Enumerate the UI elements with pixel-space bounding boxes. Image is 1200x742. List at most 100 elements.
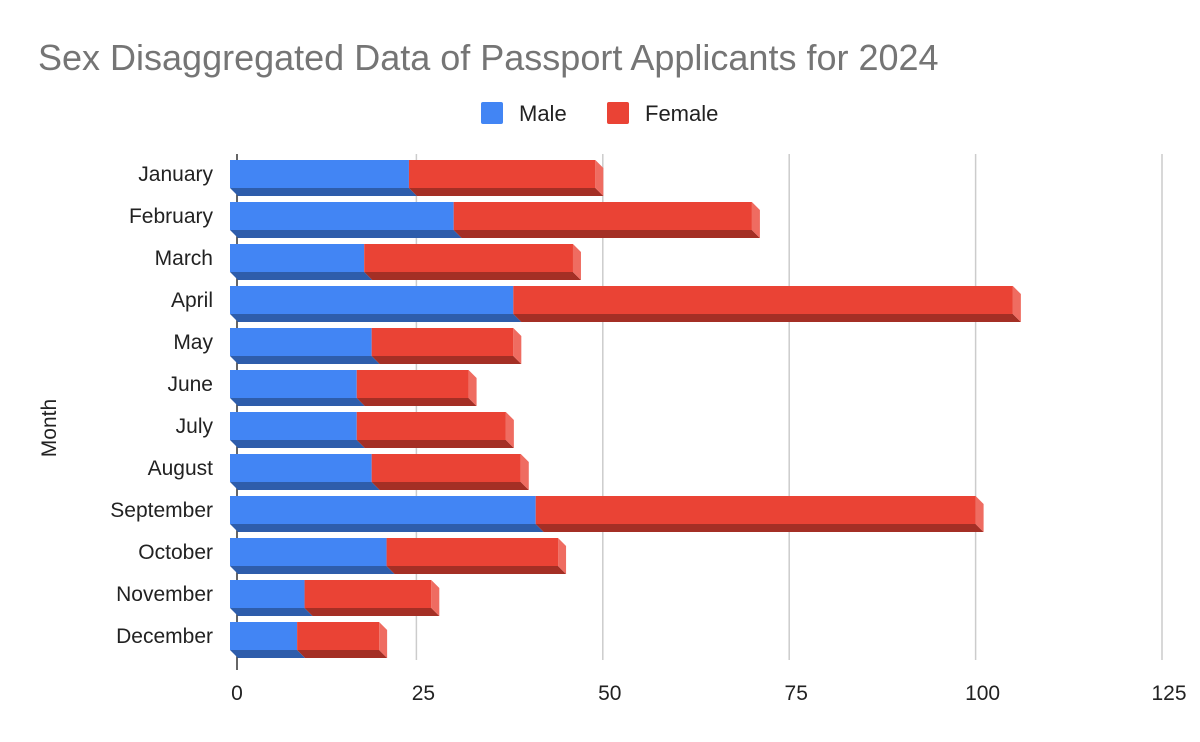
bar-end-face <box>520 454 529 490</box>
x-tick-label: 100 <box>965 682 1000 705</box>
bar-row <box>230 580 440 616</box>
bar-segment <box>230 622 298 650</box>
bar-end-face <box>572 244 581 280</box>
bar-segment <box>371 328 514 356</box>
bar-segment <box>230 328 372 356</box>
y-tick-label: May <box>173 331 213 354</box>
legend-label: Male <box>519 101 567 126</box>
bar-segment <box>364 244 573 272</box>
bar-bottom-face <box>453 230 760 238</box>
x-tick-label: 50 <box>598 682 621 705</box>
x-tick-label: 125 <box>1151 682 1186 705</box>
y-tick-label: July <box>176 415 214 438</box>
bar-row <box>230 286 1021 322</box>
bar-segment <box>230 160 409 188</box>
bar-end-face <box>431 580 440 616</box>
y-tick-label: January <box>138 163 213 186</box>
y-tick-label: June <box>167 373 213 396</box>
x-tick-label: 75 <box>785 682 808 705</box>
bar-row <box>230 454 529 490</box>
bar-segment <box>230 370 357 398</box>
y-tick-label: December <box>116 625 213 648</box>
bar-bottom-face <box>230 356 380 364</box>
bar-bottom-face <box>356 398 477 406</box>
y-tick-label: August <box>148 457 214 480</box>
x-axis-ticks: 0 25 50 75 100 125 <box>231 682 1186 705</box>
bar-row <box>230 496 984 532</box>
bar-row <box>230 202 760 238</box>
bar-bottom-face <box>408 188 604 196</box>
bar-bottom-face <box>535 524 984 532</box>
bar-row <box>230 160 604 196</box>
bar-end-face <box>558 538 567 574</box>
bar-row <box>230 538 567 574</box>
legend-item: Female <box>607 101 718 126</box>
bar-bottom-face <box>386 566 567 574</box>
bar-segment <box>356 370 469 398</box>
y-tick-label: September <box>110 499 213 522</box>
bar-bottom-face <box>230 482 380 490</box>
bar-bottom-face <box>230 188 417 196</box>
bar-bottom-face <box>230 608 313 616</box>
legend: Male Female <box>481 101 718 126</box>
bar-segment <box>230 538 387 566</box>
bar-bottom-face <box>364 272 581 280</box>
legend-label: Female <box>645 101 718 126</box>
bar-bottom-face <box>356 440 514 448</box>
y-axis-label: Month <box>38 399 61 457</box>
bar-row <box>230 244 581 280</box>
bar-end-face <box>505 412 514 448</box>
bar-segment <box>408 160 596 188</box>
bar-bottom-face <box>230 650 306 658</box>
bar-bottom-face <box>297 650 388 658</box>
chart-title: Sex Disaggregated Data of Passport Appli… <box>38 37 939 78</box>
bar-bottom-face <box>230 230 462 238</box>
bar-bottom-face <box>230 440 365 448</box>
bars <box>230 160 1021 658</box>
bar-end-face <box>751 202 760 238</box>
bar-bottom-face <box>230 524 544 532</box>
bar-bottom-face <box>230 272 373 280</box>
y-tick-label: February <box>129 205 214 228</box>
bar-row <box>230 412 514 448</box>
bar-segment <box>453 202 752 230</box>
bar-bottom-face <box>371 482 529 490</box>
bar-bottom-face <box>230 566 395 574</box>
y-axis-ticks: January February March April May June July Augu… <box>110 163 213 648</box>
bar-segment <box>230 286 514 314</box>
y-tick-label: March <box>155 247 213 270</box>
x-tick-label: 0 <box>231 682 243 705</box>
bar-bottom-face <box>513 314 1021 322</box>
bar-end-face <box>595 160 604 196</box>
bar-segment <box>386 538 559 566</box>
y-tick-label: November <box>116 583 213 606</box>
bar-segment <box>230 454 372 482</box>
y-tick-label: April <box>171 289 213 312</box>
bar-row <box>230 328 522 364</box>
y-tick-label: October <box>138 541 213 564</box>
bar-segment <box>297 622 380 650</box>
bar-end-face <box>1012 286 1021 322</box>
bar-segment <box>230 580 305 608</box>
bar-segment <box>535 496 976 524</box>
legend-swatch <box>607 102 629 124</box>
bar-segment <box>230 412 357 440</box>
bar-end-face <box>513 328 522 364</box>
bar-segment <box>230 496 536 524</box>
bar-bottom-face <box>230 398 365 406</box>
x-tick-label: 25 <box>412 682 435 705</box>
bar-segment <box>230 202 454 230</box>
bar-end-face <box>975 496 984 532</box>
bar-row <box>230 622 388 658</box>
bar-end-face <box>379 622 388 658</box>
legend-item: Male <box>481 101 567 126</box>
bar-bottom-face <box>230 314 522 322</box>
bar-segment <box>304 580 432 608</box>
bar-bottom-face <box>304 608 440 616</box>
bar-segment <box>356 412 506 440</box>
bar-segment <box>513 286 1013 314</box>
bar-segment <box>371 454 521 482</box>
legend-swatch <box>481 102 503 124</box>
bar-bottom-face <box>371 356 522 364</box>
